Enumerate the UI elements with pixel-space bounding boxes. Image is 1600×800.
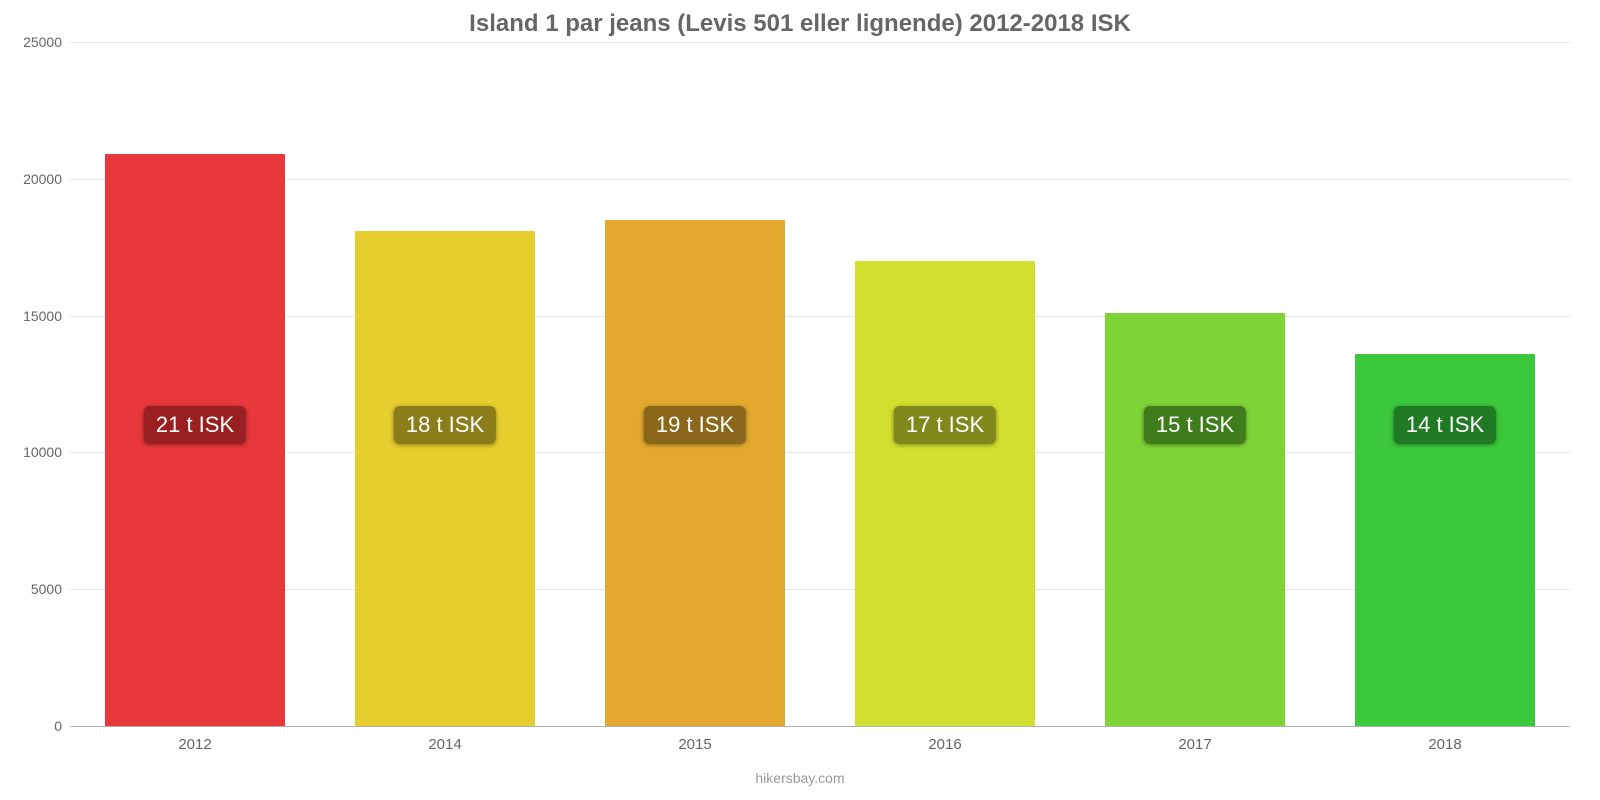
bar: 15 t ISK <box>1105 313 1285 726</box>
bar: 19 t ISK <box>605 220 785 726</box>
bar: 18 t ISK <box>355 231 535 726</box>
x-tick-label: 2014 <box>320 726 570 766</box>
bar-slot: 18 t ISK <box>320 42 570 726</box>
chart-footer: hikersbay.com <box>0 766 1600 800</box>
bars-container: 21 t ISK 18 t ISK 19 t ISK 17 t ISK 15 t ISK… <box>70 42 1570 726</box>
bar-slot: 14 t ISK <box>1320 42 1570 726</box>
bar-chart: Island 1 par jeans (Levis 501 eller lign… <box>0 0 1600 800</box>
bar-data-label: 14 t ISK <box>1394 406 1496 444</box>
x-tick-label: 2012 <box>70 726 320 766</box>
bar: 17 t ISK <box>855 261 1035 726</box>
bar-data-label: 19 t ISK <box>644 406 746 444</box>
y-tick-label: 15000 <box>23 308 62 324</box>
y-axis: 0500010000150002000025000 <box>0 42 70 726</box>
bar-data-label: 15 t ISK <box>1144 406 1246 444</box>
x-tick-label: 2018 <box>1320 726 1570 766</box>
y-tick-label: 0 <box>54 718 62 734</box>
y-tick-label: 25000 <box>23 34 62 50</box>
bar-slot: 19 t ISK <box>570 42 820 726</box>
bar-data-label: 18 t ISK <box>394 406 496 444</box>
bar-data-label: 21 t ISK <box>144 406 246 444</box>
bar: 21 t ISK <box>105 154 285 726</box>
chart-title: Island 1 par jeans (Levis 501 eller lign… <box>0 0 1600 42</box>
bar-slot: 17 t ISK <box>820 42 1070 726</box>
bar: 14 t ISK <box>1355 354 1535 726</box>
x-tick-label: 2015 <box>570 726 820 766</box>
bar-slot: 15 t ISK <box>1070 42 1320 726</box>
y-tick-label: 10000 <box>23 444 62 460</box>
plot-area: 0500010000150002000025000 21 t ISK18 t I… <box>0 42 1580 766</box>
x-tick-label: 2016 <box>820 726 1070 766</box>
x-tick-label: 2017 <box>1070 726 1320 766</box>
y-tick-label: 20000 <box>23 171 62 187</box>
bar-data-label: 17 t ISK <box>894 406 996 444</box>
x-axis: 201220142015201620172018 <box>70 726 1570 766</box>
y-tick-label: 5000 <box>31 581 62 597</box>
bar-slot: 21 t ISK <box>70 42 320 726</box>
